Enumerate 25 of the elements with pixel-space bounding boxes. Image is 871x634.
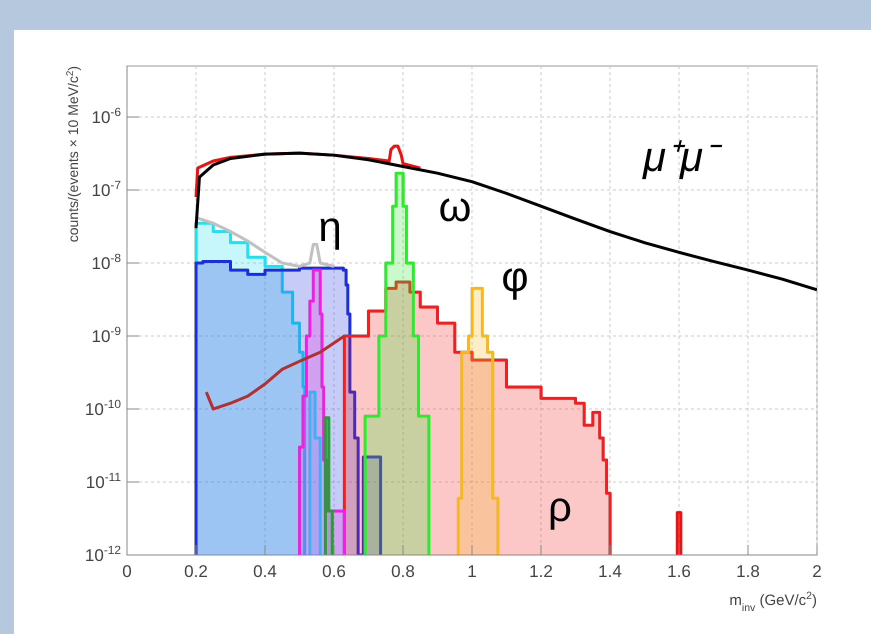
x-tick-label: 1.2 (529, 562, 553, 581)
x-tick-label: 0.2 (184, 562, 208, 581)
x-tick-label: 0.4 (253, 562, 277, 581)
x-tick-label: 1 (467, 562, 477, 581)
y-tick-label: 10$^{-12}$ (84, 543, 122, 565)
annotation: μ⁺μ⁻ (642, 133, 724, 180)
annotation: φ (501, 253, 529, 300)
x-axis-title: m$_{inv}$ (GeV/c$^{2}$) (729, 590, 817, 614)
annotation: ρ (548, 483, 572, 530)
x-tick-label: 1.8 (736, 562, 760, 581)
x-tick-label: 0 (122, 562, 132, 581)
x-tick-label: 1.4 (598, 562, 622, 581)
x-tick-label: 0.8 (391, 562, 415, 581)
x-tick-label: 0.6 (322, 562, 346, 581)
y-tick-label: 10$^{-7}$ (92, 178, 122, 200)
y-tick-label: 10$^{-10}$ (84, 397, 122, 420)
y-tick-label: 10$^{-6}$ (92, 105, 122, 128)
x-tick-label: 1.6 (667, 562, 691, 581)
line-series (204, 334, 346, 411)
annotation: ω (438, 183, 472, 230)
y-tick-label: 10$^{-9}$ (92, 324, 122, 346)
y-tick-label: 10$^{-8}$ (92, 251, 122, 274)
annotation: η (318, 203, 342, 250)
x-tick-label: 2 (812, 562, 822, 581)
y-tick-label: 10$^{-11}$ (86, 470, 122, 492)
